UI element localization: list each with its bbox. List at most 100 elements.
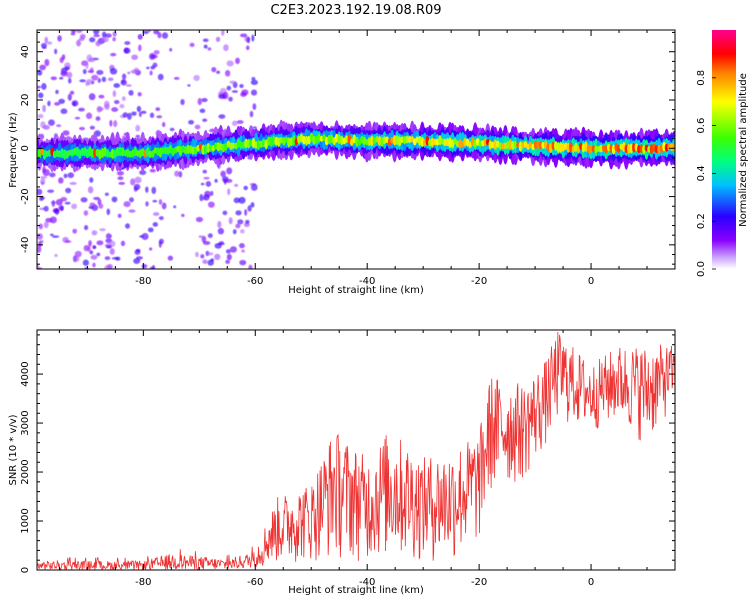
- heatmap-noise-cell: [226, 253, 232, 261]
- heatmap-noise-cell: [80, 197, 88, 203]
- heatmap-noise-cell: [118, 181, 126, 185]
- snr-x-tick-label: -40: [359, 577, 375, 588]
- heatmap-noise-cell: [69, 182, 77, 185]
- heatmap-band-cell: [493, 139, 498, 150]
- heatmap-noise-cell: [133, 67, 139, 74]
- heatmap-noise-cell: [99, 228, 106, 232]
- heatmap-noise-cell: [97, 107, 104, 112]
- heatmap-noise-cell: [112, 90, 117, 97]
- heatmap-noise-cell: [88, 93, 96, 101]
- heatmap-noise-cell: [134, 176, 142, 184]
- heatmap-noise-cell: [98, 203, 104, 209]
- heatmap-noise-cell: [142, 30, 149, 34]
- heatmap-noise-cell: [92, 245, 97, 249]
- heatmap-noise-cell: [89, 37, 96, 43]
- heatmap-noise-cell: [200, 182, 205, 186]
- heatmap-noise-cell: [49, 216, 57, 224]
- snr-plot: -80 -60 -40 -20 0 0 1000 2000 3000 4000 Height o…: [8, 329, 676, 596]
- heatmap-noise-cell: [40, 178, 46, 185]
- heatmap-noise-cell: [201, 235, 207, 243]
- heatmap-noise-cell: [112, 31, 117, 37]
- heatmap-noise-cell: [104, 256, 111, 261]
- heatmap-noise-cell: [244, 209, 248, 216]
- heatmap-noise-cell: [101, 31, 107, 38]
- heatmap-noise-cell: [92, 262, 96, 268]
- heatmap-noise-cell: [236, 120, 244, 124]
- heatmap-noise-cell: [59, 56, 64, 64]
- heatmap-noise-cell: [149, 247, 153, 251]
- heatmap-noise-cell: [188, 120, 195, 125]
- heatmap-noise-cell: [87, 186, 94, 194]
- heatmap-noise-cell: [74, 116, 81, 120]
- heatmap-noise-cell: [231, 90, 239, 93]
- heatmap-noise-cell: [47, 189, 55, 193]
- heatmap-noise-cell: [60, 206, 64, 212]
- heatmap-noise-cell: [109, 68, 118, 75]
- heatmap-signal-band: [37, 119, 675, 173]
- heatmap-noise-cell: [240, 229, 245, 234]
- heatmap-noise-cell: [246, 37, 251, 44]
- heatmap-noise-cell: [67, 93, 72, 101]
- heatmap-noise-cell: [54, 48, 58, 55]
- heatmap-noise-cell: [233, 197, 241, 204]
- heatmap-noise-cell: [37, 233, 43, 240]
- spectrogram-y-tick-label: -40: [20, 237, 31, 253]
- heatmap-noise-cell: [49, 233, 54, 237]
- spectrogram-y-tick-label: -20: [20, 188, 31, 204]
- heatmap-noise-cell: [218, 114, 226, 119]
- heatmap-noise-cell: [85, 112, 93, 120]
- heatmap-noise-cell: [58, 177, 64, 184]
- heatmap-noise-cell: [239, 83, 244, 89]
- heatmap-noise-cell: [122, 112, 129, 118]
- heatmap-noise-cell: [158, 240, 162, 248]
- heatmap-noise-cell: [62, 130, 70, 136]
- heatmap-noise-cell: [89, 177, 94, 183]
- heatmap-band-cell: [246, 139, 251, 149]
- heatmap-noise-cell: [101, 37, 109, 43]
- heatmap-noise-cell: [199, 108, 206, 114]
- heatmap-noise-cell: [141, 263, 148, 269]
- heatmap-noise-cell: [37, 114, 44, 119]
- heatmap-noise-cell: [98, 94, 105, 99]
- heatmap-noise-cell: [72, 255, 78, 263]
- heatmap-noise-cell: [65, 240, 72, 243]
- heatmap-noise-cell: [60, 108, 68, 115]
- heatmap-band-cell: [430, 137, 435, 147]
- heatmap-noise-cell: [227, 188, 231, 196]
- heatmap-noise-cell: [198, 235, 203, 238]
- heatmap-noise-cell: [54, 253, 58, 257]
- heatmap-noise-cell: [130, 178, 136, 186]
- heatmap-noise-cell: [123, 201, 131, 208]
- snr-x-tick-label: -80: [135, 577, 151, 588]
- heatmap-noise-cell: [95, 116, 101, 121]
- heatmap-noise-cell: [239, 33, 248, 38]
- heatmap-noise-cell: [39, 197, 44, 201]
- heatmap-noise-cell: [207, 252, 214, 256]
- heatmap-band-cell: [458, 138, 462, 149]
- heatmap-noise-cell: [152, 199, 158, 203]
- heatmap-noise-cell: [161, 32, 169, 39]
- heatmap-band-cell: [206, 142, 211, 154]
- heatmap-noise-cell: [79, 79, 86, 83]
- heatmap-noise-cell: [141, 232, 149, 240]
- heatmap-noise-cell: [113, 83, 121, 88]
- heatmap-noise-cell: [108, 240, 116, 248]
- colorbar-tick-label: 0.0: [696, 261, 707, 277]
- heatmap-noise-cell: [237, 219, 244, 225]
- heatmap-noise-cell: [210, 258, 214, 262]
- heatmap-noise-cell: [136, 105, 142, 113]
- heatmap-band-cell: [151, 150, 155, 158]
- heatmap-noise-cell: [91, 230, 98, 236]
- snr-y-tick-label: 4000: [20, 361, 31, 386]
- heatmap-noise-cell: [153, 50, 160, 55]
- heatmap-noise-cell: [181, 213, 185, 217]
- heatmap-noise-cell: [65, 187, 72, 194]
- spectrogram-x-tick-label: -60: [247, 276, 263, 287]
- heatmap-noise-cell: [82, 68, 87, 75]
- heatmap-noise-cell: [214, 253, 221, 261]
- heatmap-noise-cell: [110, 52, 117, 57]
- heatmap-noise-cell: [232, 229, 237, 235]
- heatmap-noise-cell: [228, 96, 233, 102]
- heatmap-noise-cell: [88, 240, 92, 247]
- heatmap-band-cell: [559, 142, 563, 153]
